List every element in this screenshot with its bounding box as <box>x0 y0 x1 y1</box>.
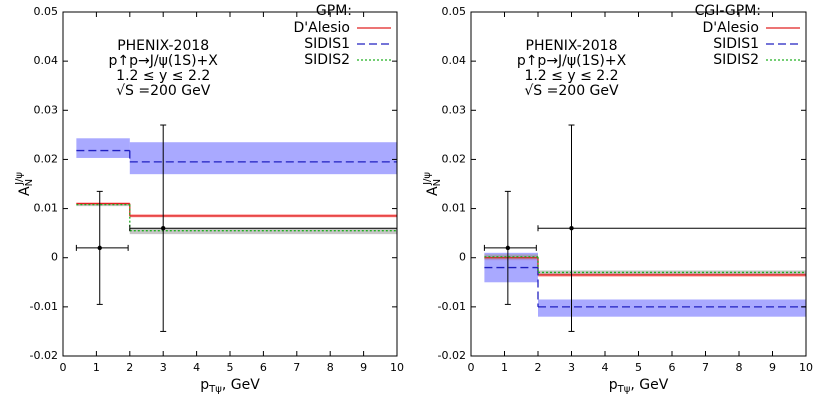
uncertainty-band <box>129 142 398 175</box>
annotation: p↑p→J/ψ(1S)+X <box>109 53 219 69</box>
x-label-suffix: , GeV <box>630 377 668 393</box>
x-label-suffix: , GeV <box>222 377 260 393</box>
uncertainty-band <box>76 203 130 207</box>
annotation: 1.2 ≤ y ≤ 2.2 <box>524 68 618 84</box>
y-tick-label: 0 <box>459 251 466 264</box>
y-label-superscript: J/ψ <box>14 172 25 186</box>
x-tick-label: 9 <box>769 361 776 374</box>
x-tick-label: 3 <box>160 361 167 374</box>
y-tick-label: 0.02 <box>442 152 467 165</box>
y-label-subscript: N <box>24 179 35 186</box>
x-tick-label: 5 <box>227 361 234 374</box>
x-label-text: p <box>200 377 209 393</box>
data-point <box>569 226 574 231</box>
y-tick-label: 0.02 <box>34 152 59 165</box>
legend-label: SIDIS1 <box>713 36 759 52</box>
y-tick-label: 0.05 <box>34 5 59 18</box>
y-label-text: A <box>17 186 33 196</box>
y-tick-label: 0.01 <box>442 202 467 215</box>
annotation: √S =200 GeV <box>116 83 211 99</box>
x-tick-label: 0 <box>60 361 67 374</box>
y-tick-label: -0.02 <box>438 349 466 362</box>
uncertainty-band <box>484 254 538 260</box>
panel: 0 1 2 3 4 5 6 7 8 9 10 -0.02 -0.01 0 0.01 0.02 0.03 0.04 0… <box>14 3 404 395</box>
uncertainty-band <box>538 299 806 317</box>
x-tick-label: 5 <box>635 361 642 374</box>
x-axis-label: pTψ, GeV <box>200 377 260 395</box>
annotation: PHENIX-2018 <box>526 38 618 54</box>
y-label-superscript: J/ψ <box>422 172 433 186</box>
x-label-subscript: Tψ <box>208 384 222 395</box>
x-tick-label: 3 <box>568 361 575 374</box>
y-tick-label: 0.04 <box>442 54 467 67</box>
y-tick-label: 0.01 <box>34 202 59 215</box>
x-tick-label: 7 <box>702 361 709 374</box>
legend-label: D'Alesio <box>703 20 759 36</box>
x-tick-label: 4 <box>602 361 609 374</box>
y-tick-label: -0.01 <box>438 300 466 313</box>
x-tick-label: 2 <box>126 361 133 374</box>
x-axis-label: pTψ, GeV <box>609 377 669 395</box>
annotation: p↑p→J/ψ(1S)+X <box>517 53 627 69</box>
data-point <box>97 245 102 251</box>
x-tick-label: 8 <box>736 361 743 374</box>
annotation: √S =200 GeV <box>524 83 619 99</box>
x-tick-label: 2 <box>535 361 542 374</box>
x-tick-label: 6 <box>260 361 267 374</box>
x-tick-label: 1 <box>93 361 100 374</box>
x-tick-label: 9 <box>360 361 367 374</box>
x-label-text: p <box>609 377 618 393</box>
y-tick-label: -0.02 <box>30 349 58 362</box>
y-tick-label: 0.03 <box>34 103 59 116</box>
y-tick-label: 0.04 <box>34 54 59 67</box>
y-axis-label: ANJ/ψ <box>14 172 35 196</box>
x-tick-label: 6 <box>669 361 676 374</box>
y-label-text: A <box>425 186 441 196</box>
x-tick-label: 8 <box>327 361 334 374</box>
annotation: PHENIX-2018 <box>117 38 209 54</box>
x-tick-label: 7 <box>293 361 300 374</box>
legend-label: SIDIS2 <box>304 52 350 68</box>
y-axis-label: ANJ/ψ <box>422 172 443 196</box>
legend-label: D'Alesio <box>294 20 350 36</box>
x-label-subscript: Tψ <box>617 384 631 395</box>
x-tick-label: 4 <box>193 361 200 374</box>
x-tick-label: 0 <box>468 361 475 374</box>
panel: 0 1 2 3 4 5 6 7 8 9 10 -0.02 -0.01 0 0.01 0.02 0.03 0.04 0… <box>422 3 813 395</box>
y-tick-label: -0.01 <box>30 300 58 313</box>
x-tick-label: 10 <box>799 361 813 374</box>
y-tick-label: 0 <box>51 251 58 264</box>
annotation: 1.2 ≤ y ≤ 2.2 <box>116 68 210 84</box>
legend-label: SIDIS1 <box>304 36 350 52</box>
legend-title: CGI-GPM: <box>695 3 761 19</box>
y-label-subscript: N <box>432 179 443 186</box>
y-tick-label: 0.05 <box>442 5 467 18</box>
data-point <box>161 226 166 231</box>
data-point <box>505 245 511 251</box>
y-tick-label: 0.03 <box>442 103 467 116</box>
x-tick-label: 10 <box>390 361 404 374</box>
uncertainty-band <box>76 138 130 158</box>
legend-title: GPM: <box>316 3 352 19</box>
x-tick-label: 1 <box>501 361 508 374</box>
legend-label: SIDIS2 <box>713 52 759 68</box>
